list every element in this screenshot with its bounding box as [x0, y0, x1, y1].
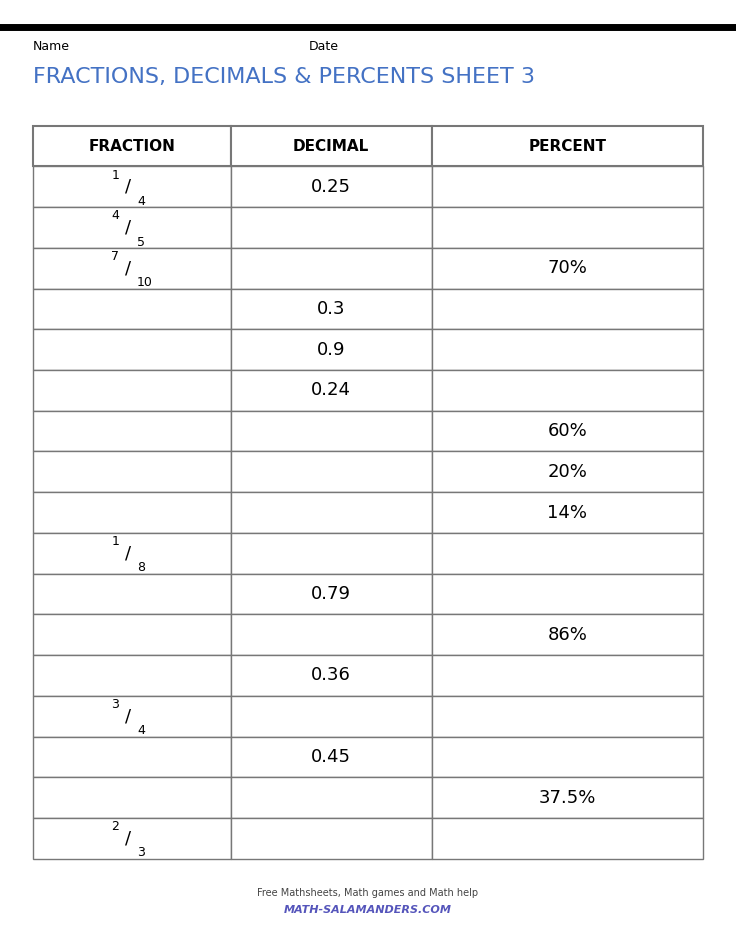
Bar — [431, 329, 703, 370]
Bar — [33, 126, 230, 167]
Bar — [230, 248, 431, 288]
Text: 1: 1 — [112, 169, 119, 182]
Text: 7: 7 — [111, 250, 119, 263]
Bar — [33, 451, 230, 492]
Bar — [431, 248, 703, 288]
Bar — [431, 777, 703, 818]
Text: 14%: 14% — [548, 504, 587, 522]
Text: 86%: 86% — [548, 625, 587, 644]
Text: MATH-SALAMANDERS.COM: MATH-SALAMANDERS.COM — [284, 905, 452, 915]
Bar — [431, 492, 703, 533]
Text: 37.5%: 37.5% — [539, 788, 596, 806]
Bar — [431, 167, 703, 208]
Text: 2: 2 — [112, 821, 119, 833]
Bar — [431, 696, 703, 737]
Bar — [431, 370, 703, 410]
Text: 3: 3 — [137, 846, 145, 860]
Bar — [431, 614, 703, 655]
Bar — [431, 126, 703, 167]
Bar — [230, 410, 431, 451]
Bar — [33, 574, 230, 614]
Text: 0.24: 0.24 — [311, 382, 351, 400]
Bar — [33, 777, 230, 818]
Bar — [33, 248, 230, 288]
Bar — [230, 696, 431, 737]
Bar — [431, 655, 703, 696]
Bar — [33, 288, 230, 329]
Text: DECIMAL: DECIMAL — [293, 139, 369, 153]
Text: 5: 5 — [137, 235, 145, 248]
Text: 4: 4 — [137, 724, 145, 737]
Bar — [230, 614, 431, 655]
Bar — [230, 655, 431, 696]
Text: 8: 8 — [137, 562, 145, 574]
Bar — [33, 696, 230, 737]
Bar — [230, 533, 431, 574]
Bar — [33, 208, 230, 248]
Text: Date: Date — [309, 40, 339, 53]
Bar — [33, 370, 230, 410]
Bar — [33, 329, 230, 370]
Bar — [230, 329, 431, 370]
Bar — [33, 818, 230, 859]
Text: Name: Name — [33, 40, 70, 53]
Bar — [33, 410, 230, 451]
Text: 0.3: 0.3 — [317, 300, 345, 318]
Text: /: / — [125, 218, 131, 236]
Text: Free Mathsheets, Math games and Math help: Free Mathsheets, Math games and Math hel… — [258, 888, 478, 898]
Bar — [431, 533, 703, 574]
Bar — [230, 208, 431, 248]
Bar — [33, 655, 230, 696]
Bar — [230, 126, 431, 167]
Text: 4: 4 — [112, 209, 119, 223]
Bar — [230, 574, 431, 614]
Bar — [230, 370, 431, 410]
Text: FRACTION: FRACTION — [88, 139, 175, 153]
Text: PERCENT: PERCENT — [528, 139, 606, 153]
Text: FRACTIONS, DECIMALS & PERCENTS SHEET 3: FRACTIONS, DECIMALS & PERCENTS SHEET 3 — [33, 67, 535, 87]
Text: /: / — [125, 707, 131, 725]
Bar — [33, 614, 230, 655]
Bar — [431, 574, 703, 614]
Text: 4: 4 — [137, 195, 145, 208]
Bar — [230, 777, 431, 818]
Text: /: / — [125, 259, 131, 277]
Text: /: / — [125, 178, 131, 196]
Bar — [431, 208, 703, 248]
Text: /: / — [125, 829, 131, 847]
Text: 0.9: 0.9 — [317, 341, 345, 359]
Text: /: / — [125, 545, 131, 563]
Bar — [230, 737, 431, 777]
Bar — [33, 492, 230, 533]
Bar — [230, 288, 431, 329]
Bar — [230, 451, 431, 492]
Bar — [33, 533, 230, 574]
Bar — [431, 410, 703, 451]
Bar — [431, 737, 703, 777]
Bar — [431, 288, 703, 329]
Text: 60%: 60% — [548, 422, 587, 440]
Text: 0.25: 0.25 — [311, 178, 351, 196]
Bar — [230, 167, 431, 208]
Text: 0.45: 0.45 — [311, 748, 351, 766]
Bar — [33, 737, 230, 777]
Text: 1: 1 — [112, 535, 119, 548]
Bar — [431, 451, 703, 492]
Bar — [230, 818, 431, 859]
Bar — [431, 818, 703, 859]
Text: 0.36: 0.36 — [311, 666, 351, 684]
Text: 0.79: 0.79 — [311, 585, 351, 603]
Bar — [230, 492, 431, 533]
Text: 3: 3 — [112, 698, 119, 711]
Text: 70%: 70% — [548, 259, 587, 277]
Text: 20%: 20% — [548, 463, 587, 481]
Text: 10: 10 — [137, 276, 153, 289]
Bar — [33, 167, 230, 208]
